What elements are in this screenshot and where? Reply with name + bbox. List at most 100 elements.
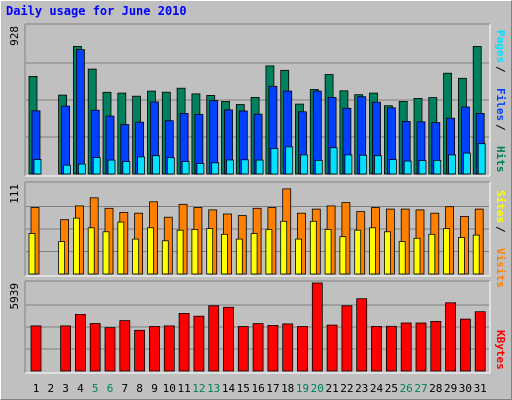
legend-separator: /	[494, 66, 507, 73]
kbytes-kbytes-bar	[193, 315, 205, 372]
x-tick-label: 1	[33, 382, 40, 395]
hits-pages-bar	[462, 152, 471, 175]
legend-visits: Visits	[494, 248, 507, 288]
x-tick-label: 23	[355, 382, 368, 395]
kbytes-kbytes-bar	[60, 325, 71, 372]
visits-sites-bar	[132, 238, 140, 275]
hits-pages-bar	[152, 155, 160, 175]
x-tick-label: 24	[370, 382, 384, 395]
hits-max-label: 928	[8, 26, 21, 46]
x-tick-label: 3	[62, 382, 69, 395]
hits-pages-bar	[92, 157, 101, 175]
visits-sites-bar	[280, 220, 288, 275]
x-tick-label: 14	[222, 382, 236, 395]
hits-files-bar	[76, 49, 85, 175]
hits-pages-bar	[403, 160, 412, 175]
hits-pages-bar	[285, 146, 294, 175]
hits-pages-bar	[314, 159, 323, 175]
visits-sites-bar	[73, 217, 80, 275]
x-tick-label: 6	[107, 382, 114, 395]
x-tick-label: 26	[400, 382, 413, 395]
hits-pages-bar	[211, 162, 220, 175]
kbytes-kbytes-bar	[75, 313, 86, 372]
hits-pages-bar	[122, 161, 131, 175]
kbytes-kbytes-bar	[223, 306, 234, 372]
x-tick-label: 30	[459, 382, 472, 395]
x-tick-label: 4	[77, 382, 84, 395]
visits-sites-bar	[383, 231, 391, 275]
hits-pages-bar	[196, 163, 205, 175]
kbytes-kbytes-bar	[459, 318, 471, 372]
legend-hits: Hits	[494, 146, 507, 173]
visits-sites-bar	[413, 237, 421, 275]
kbytes-kbytes-bar	[282, 323, 294, 372]
hits-pages-bar	[329, 147, 338, 175]
visits-sites-bar	[339, 236, 347, 275]
x-tick-label: 2	[47, 382, 54, 395]
x-tick-label: 27	[414, 382, 427, 395]
visits-sites-bar	[472, 234, 480, 275]
kbytes-kbytes-bar	[267, 324, 279, 372]
legend-separator: /	[494, 124, 507, 131]
x-tick-label: 20	[311, 382, 324, 395]
x-tick-label: 12	[192, 382, 205, 395]
hits-pages-bar	[181, 161, 190, 175]
x-tick-label: 13	[207, 382, 220, 395]
visits-max-label: 111	[8, 184, 21, 204]
hits-pages-bar	[344, 154, 353, 175]
kbytes-kbytes-bar	[356, 298, 368, 372]
visits-sites-bar	[250, 233, 258, 275]
hits-pages-bar	[226, 159, 234, 175]
x-tick-label: 15	[237, 382, 250, 395]
hits-pages-bar	[137, 156, 146, 175]
kbytes-max-label: 5939	[8, 283, 21, 310]
kbytes-kbytes-bar	[237, 326, 249, 372]
x-tick-label: 31	[474, 382, 487, 395]
x-tick-label: 17	[266, 382, 279, 395]
kbytes-kbytes-bar	[297, 326, 308, 372]
x-tick-label: 11	[177, 382, 190, 395]
hits-pages-bar	[448, 154, 457, 175]
hits-pages-bar	[270, 148, 279, 175]
visits-sites-bar	[176, 229, 184, 275]
visits-sites-bar	[398, 241, 406, 275]
x-tick-label: 21	[325, 382, 338, 395]
visits-sites-bar	[265, 228, 273, 275]
kbytes-kbytes-bar	[445, 302, 457, 372]
hits-pages-bar	[374, 155, 382, 175]
kbytes-kbytes-bar	[89, 323, 101, 372]
hits-pages-bar	[359, 154, 368, 175]
x-tick-label: 29	[444, 382, 457, 395]
kbytes-kbytes-bar	[252, 323, 264, 372]
hits-pages-bar	[33, 159, 42, 175]
hits-pages-bar	[78, 163, 86, 175]
visits-sites-bar	[161, 240, 169, 275]
visits-sites-bar	[295, 238, 302, 275]
x-tick-label: 16	[251, 382, 264, 395]
hits-pages-bar	[240, 159, 249, 175]
kbytes-kbytes-bar	[178, 312, 190, 372]
x-tick-label: 22	[340, 382, 353, 395]
visits-sites-bar	[102, 231, 110, 275]
kbytes-kbytes-bar	[208, 305, 220, 372]
x-tick-label: 28	[429, 382, 442, 395]
kbytes-kbytes-bar	[30, 325, 42, 372]
hits-pages-bar	[388, 159, 397, 175]
chart-title: Daily usage for June 2010	[6, 4, 187, 18]
kbytes-kbytes-bar	[385, 325, 397, 372]
visits-sites-bar	[87, 227, 95, 275]
x-tick-label: 5	[92, 382, 99, 395]
kbytes-kbytes-bar	[415, 322, 427, 372]
visits-sites-bar	[309, 220, 317, 275]
kbytes-kbytes-bar	[311, 282, 323, 372]
kbytes-kbytes-bar	[149, 326, 160, 372]
kbytes-kbytes-bar	[104, 327, 116, 372]
visits-sites-bar	[443, 228, 451, 275]
legend-separator: /	[494, 226, 507, 233]
x-tick-label: 10	[163, 382, 176, 395]
x-tick-label: 9	[151, 382, 158, 395]
visits-sites-bar	[324, 228, 332, 275]
kbytes-kbytes-bar	[371, 325, 382, 372]
visits-sites-bar	[58, 241, 65, 275]
